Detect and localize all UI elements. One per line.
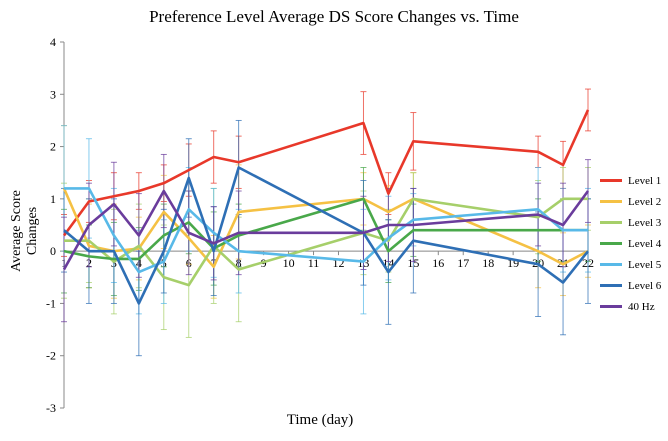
x-tick-label: 17: [457, 256, 469, 270]
y-tick-label: 3: [50, 87, 56, 101]
legend-swatch: [600, 221, 622, 224]
legend-swatch: [600, 263, 622, 266]
legend-label: Level 4: [628, 237, 662, 250]
legend-label: Level 3: [628, 216, 662, 229]
legend-label: Level 5: [628, 258, 662, 271]
x-tick-label: 16: [432, 256, 444, 270]
legend-item: Level 1: [600, 170, 661, 191]
legend-swatch: [600, 242, 622, 245]
legend-item: Level 3: [600, 212, 661, 233]
legend-swatch: [600, 179, 622, 182]
x-tick-label: 10: [283, 256, 295, 270]
y-tick-label: 4: [50, 35, 56, 49]
x-tick-label: 11: [308, 256, 320, 270]
series-line-level-1: [62, 109, 590, 237]
y-tick-label: -2: [46, 349, 56, 363]
chart-legend: Level 1 Level 2 Level 3 Level 4 Level 5 Level…: [600, 170, 661, 317]
legend-label: Level 6: [628, 279, 662, 292]
legend-item: Level 5: [600, 254, 661, 275]
series-line-40-hz: [62, 189, 590, 271]
legend-label: Level 1: [628, 174, 662, 187]
y-tick-label: -3: [46, 401, 56, 415]
series-line-level-6: [63, 166, 590, 305]
y-tick-label: 0: [50, 244, 56, 258]
legend-swatch: [600, 284, 622, 287]
y-tick-label: 2: [50, 140, 56, 154]
legend-item: 40 Hz: [600, 296, 661, 317]
legend-item: Level 4: [600, 233, 661, 254]
legend-label: Level 2: [628, 195, 662, 208]
legend-swatch: [600, 305, 622, 308]
y-tick-label: -1: [46, 296, 56, 310]
series-line-level-5: [64, 187, 588, 274]
legend-label: 40 Hz: [628, 300, 655, 313]
legend-item: Level 6: [600, 275, 661, 296]
legend-item: Level 2: [600, 191, 661, 212]
legend-swatch: [600, 200, 622, 203]
x-tick-label: 18: [482, 256, 494, 270]
chart-title: Preference Level Average DS Score Change…: [149, 7, 519, 26]
y-tick-label: 1: [50, 192, 56, 206]
x-axis-label: Time (day): [286, 412, 354, 428]
